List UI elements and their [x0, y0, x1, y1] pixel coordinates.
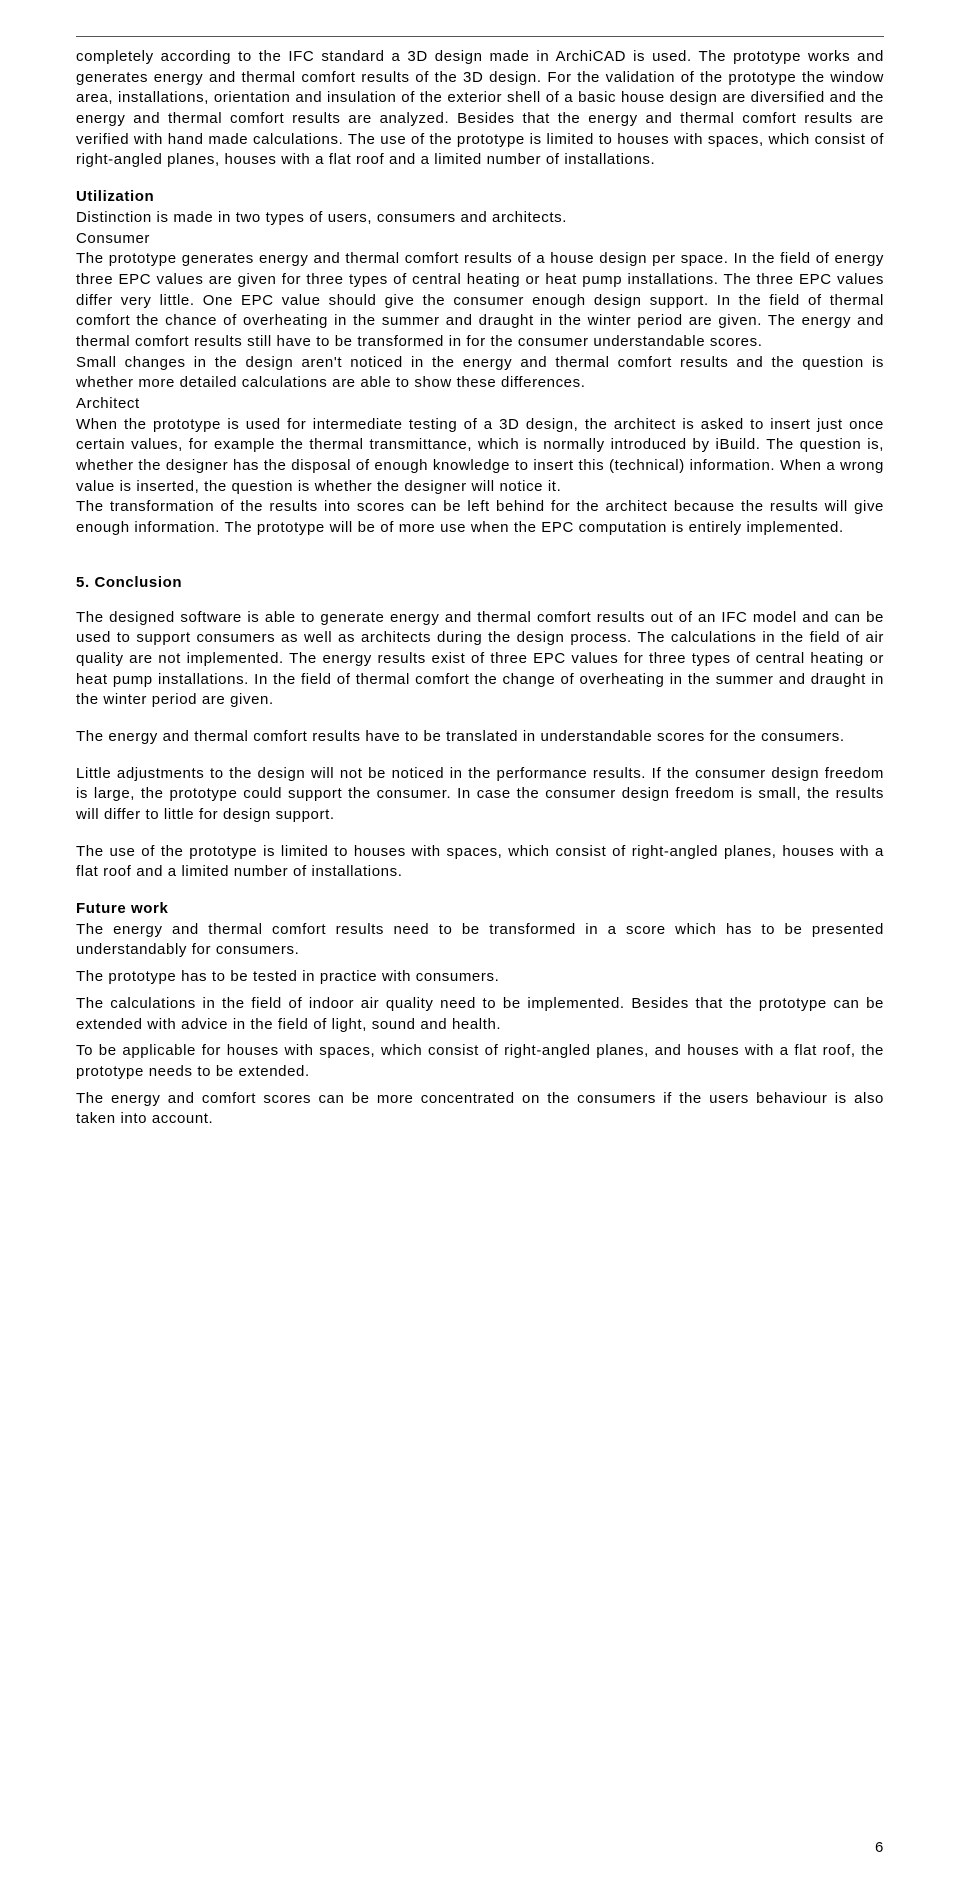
heading-conclusion: 5. Conclusion: [76, 573, 884, 594]
future-paragraph-4: To be applicable for houses with spaces,…: [76, 1041, 884, 1082]
page-number: 6: [875, 1838, 884, 1859]
utilization-intro: Distinction is made in two types of user…: [76, 208, 884, 229]
architect-paragraph-2: The transformation of the results into s…: [76, 497, 884, 538]
paragraph-intro: completely according to the IFC standard…: [76, 47, 884, 171]
consumer-paragraph-2: Small changes in the design aren't notic…: [76, 353, 884, 394]
consumer-paragraph-1: The prototype generates energy and therm…: [76, 249, 884, 352]
future-paragraph-2: The prototype has to be tested in practi…: [76, 967, 884, 988]
architect-paragraph-1: When the prototype is used for intermedi…: [76, 415, 884, 498]
document-page: completely according to the IFC standard…: [0, 0, 960, 1887]
conclusion-paragraph-1: The designed software is able to generat…: [76, 608, 884, 711]
heading-utilization: Utilization: [76, 187, 884, 208]
label-consumer: Consumer: [76, 229, 884, 250]
heading-future-work: Future work: [76, 899, 884, 920]
top-rule: [76, 36, 884, 37]
future-paragraph-5: The energy and comfort scores can be mor…: [76, 1089, 884, 1130]
conclusion-paragraph-3: Little adjustments to the design will no…: [76, 764, 884, 826]
future-paragraph-1: The energy and thermal comfort results n…: [76, 920, 884, 961]
future-paragraph-3: The calculations in the field of indoor …: [76, 994, 884, 1035]
conclusion-paragraph-4: The use of the prototype is limited to h…: [76, 842, 884, 883]
label-architect: Architect: [76, 394, 884, 415]
conclusion-paragraph-2: The energy and thermal comfort results h…: [76, 727, 884, 748]
